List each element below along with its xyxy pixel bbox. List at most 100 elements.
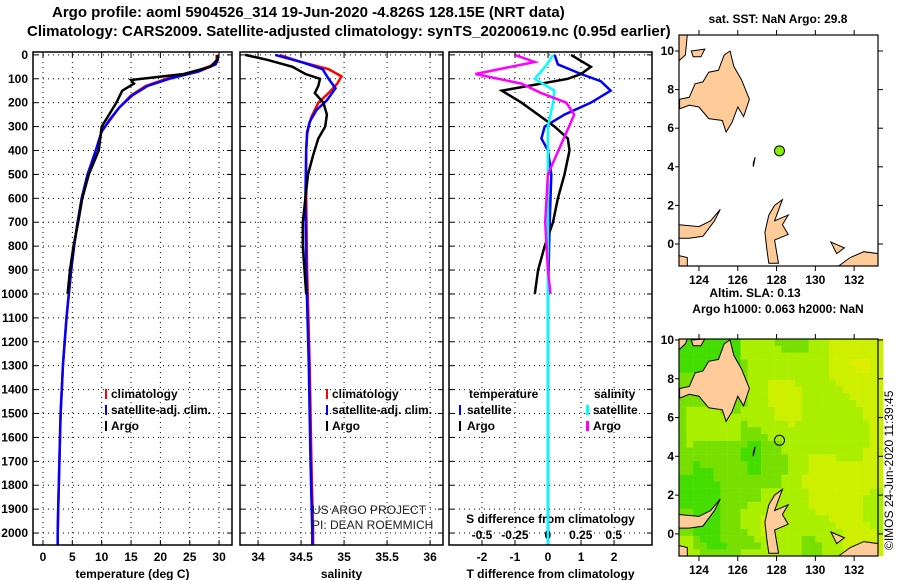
sla-cell — [808, 433, 816, 441]
sla-cell — [747, 494, 755, 502]
sla-cell — [835, 427, 843, 435]
sla-cell — [862, 359, 870, 367]
sla-cell — [828, 494, 836, 502]
sla-cell — [862, 352, 870, 360]
x-tick-label: 0 — [40, 550, 47, 564]
sla-cell — [822, 399, 830, 407]
sla-cell — [727, 474, 735, 482]
series-satellite-adj-clim- — [56, 54, 220, 545]
land-polygon — [829, 241, 846, 255]
x-tick-label: 36 — [423, 550, 437, 564]
sla-cell — [794, 427, 802, 435]
sla-cell — [781, 406, 789, 414]
sla-cell — [693, 501, 701, 509]
sla-cell — [794, 393, 802, 401]
sla-cell — [822, 535, 830, 543]
sla-cell — [781, 427, 789, 435]
legend-label: Argo — [593, 419, 621, 433]
sla-cell — [862, 427, 870, 435]
sla-cell — [740, 522, 748, 530]
lon-tick-label: 128 — [767, 273, 787, 287]
legend-swatch — [326, 389, 328, 399]
sla-cell — [849, 420, 857, 428]
sla-cell — [713, 542, 721, 550]
sla-cell — [767, 393, 775, 401]
sla-cell — [842, 393, 850, 401]
sla-cell — [801, 522, 809, 530]
sla-cell — [706, 481, 714, 489]
sla-cell — [842, 481, 850, 489]
sla-cell — [794, 501, 802, 509]
sla-cell — [761, 352, 769, 360]
sla-cell — [761, 379, 769, 387]
sla-cell — [828, 338, 836, 346]
figure-title-1: Argo profile: aoml 5904526_314 19-Jun-20… — [52, 4, 565, 21]
sla-cell — [693, 427, 701, 435]
sla-cell — [876, 460, 884, 468]
sla-cell — [761, 542, 769, 550]
x-tick-label: 1 — [578, 550, 585, 564]
land-polygon — [837, 251, 879, 267]
sla-cell — [801, 352, 809, 360]
sla-cell — [740, 447, 748, 455]
x-axis-label: T difference from climatology — [466, 567, 634, 580]
sla-cell — [767, 379, 775, 387]
sla-cell — [842, 522, 850, 530]
sla-cell — [754, 542, 762, 550]
sla-cell — [679, 481, 687, 489]
sla-cell — [693, 447, 701, 455]
x-tick-label: -1 — [510, 550, 521, 564]
sla-cell — [788, 420, 796, 428]
sla-cell — [794, 372, 802, 380]
sla-cell — [767, 460, 775, 468]
sla-cell — [828, 386, 836, 394]
sla-cell — [733, 454, 741, 462]
sla-cell — [822, 413, 830, 421]
sla-cell — [835, 365, 843, 373]
sla-cell — [720, 481, 728, 489]
sla-cell — [706, 528, 714, 536]
sla-cell — [754, 359, 762, 367]
sla-cell — [869, 494, 877, 502]
sla-cell — [727, 454, 735, 462]
sla-cell — [781, 386, 789, 394]
sla-cell — [794, 542, 802, 550]
y-tick-label: 1400 — [1, 383, 28, 397]
sla-cell — [828, 399, 836, 407]
sla-cell — [727, 522, 735, 530]
sla-cell — [794, 481, 802, 489]
lon-tick-label: 132 — [844, 563, 864, 577]
sla-cell — [862, 515, 870, 523]
s-axis-label: S difference from climatology — [466, 512, 635, 526]
x-tick-label: 34 — [251, 550, 265, 564]
sla-cell — [876, 399, 884, 407]
sla-cell — [740, 515, 748, 523]
sla-cell — [713, 427, 721, 435]
sla-cell — [856, 406, 864, 414]
sla-cell — [815, 467, 823, 475]
sla-cell — [679, 447, 687, 455]
sla-cell — [733, 352, 741, 360]
sla-cell — [727, 427, 735, 435]
sla-cell — [733, 501, 741, 509]
legend-label: satellite — [593, 403, 638, 417]
sla-cell — [761, 406, 769, 414]
sla-cell — [679, 379, 687, 387]
sla-cell — [747, 413, 755, 421]
sla-cell — [747, 488, 755, 496]
sla-cell — [713, 413, 721, 421]
sla-cell — [808, 481, 816, 489]
panel-frame — [448, 51, 653, 546]
sla-cell — [815, 460, 823, 468]
sla-cell — [815, 399, 823, 407]
sla-cell — [862, 494, 870, 502]
sla-cell — [788, 433, 796, 441]
sla-cell — [869, 440, 877, 448]
sla-cell — [822, 549, 830, 557]
sla-cell — [849, 399, 857, 407]
sla-cell — [699, 427, 707, 435]
lat-tick-label: 2 — [667, 488, 674, 502]
sla-cell — [706, 549, 714, 557]
sla-cell — [761, 440, 769, 448]
sla-cell — [761, 420, 769, 428]
